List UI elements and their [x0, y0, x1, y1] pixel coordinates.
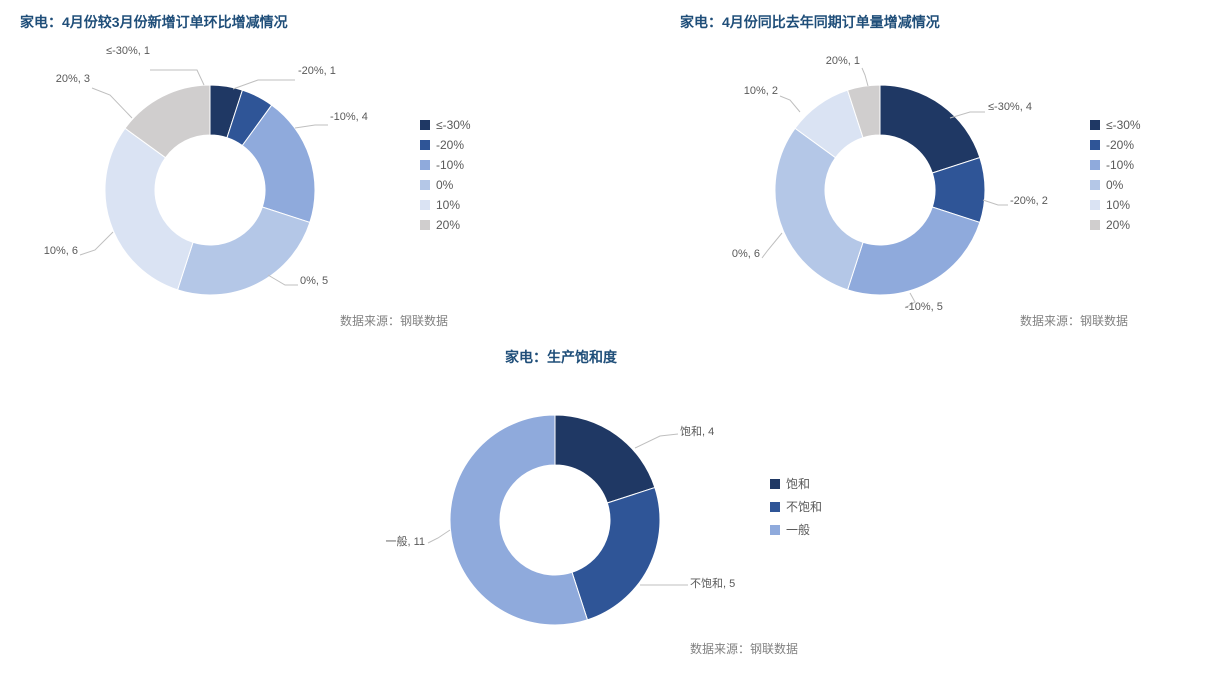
chart2-slice-label-0: ≤-30%, 4 [988, 101, 1032, 113]
chart1-source: 数据来源：钢联数据 [340, 312, 448, 329]
chart1-legend-swatch-1 [420, 140, 430, 150]
chart2-legend-label-5: 20% [1106, 218, 1130, 232]
chart1-legend-item-4: 10% [420, 198, 471, 212]
chart2-title: 家电：4月份同比去年同期订单量增减情况 [680, 12, 940, 32]
chart1-legend-label-3: 0% [436, 178, 453, 192]
chart1-title: 家电：4月份较3月份新增订单环比增减情况 [20, 12, 288, 32]
chart2-slice-0 [880, 85, 980, 173]
chart3-legend-swatch-1 [770, 502, 780, 512]
chart1-legend-label-4: 10% [436, 198, 460, 212]
chart1-leader-3 [268, 275, 298, 285]
chart2-legend-item-2: -10% [1090, 158, 1141, 172]
chart3-legend-swatch-0 [770, 479, 780, 489]
chart3-legend-label-2: 一般 [786, 521, 810, 538]
chart1-legend-item-1: -20% [420, 138, 471, 152]
chart2-slice-2 [848, 207, 980, 295]
chart3-leader-2 [428, 530, 450, 543]
chart1-slice-label-1: -20%, 1 [298, 65, 336, 77]
chart3-slice-0 [555, 415, 655, 503]
chart1-slice-label-2: -10%, 4 [330, 111, 368, 123]
chart1-legend-label-0: ≤-30% [436, 118, 471, 132]
chart1-slice-label-3: 0%, 5 [300, 275, 328, 287]
chart2-legend-label-1: -20% [1106, 138, 1134, 152]
chart2-legend-swatch-2 [1090, 160, 1100, 170]
chart2-slice-3 [775, 128, 863, 290]
chart2-legend-label-2: -10% [1106, 158, 1134, 172]
chart2-legend: ≤-30% -20% -10% 0% 10% 20% [1090, 118, 1141, 238]
chart3-leader-0 [635, 434, 678, 448]
chart1-leader-0 [150, 70, 204, 85]
chart1-legend-item-5: 20% [420, 218, 471, 232]
chart1-slice-4 [105, 128, 193, 290]
chart2-legend-item-5: 20% [1090, 218, 1141, 232]
chart1-legend-label-1: -20% [436, 138, 464, 152]
chart2-slice-label-3: 0%, 6 [732, 248, 760, 260]
chart1-slice-label-4: 10%, 6 [44, 245, 78, 257]
chart1-legend-swatch-3 [420, 180, 430, 190]
chart2-legend-label-3: 0% [1106, 178, 1123, 192]
chart2-leader-4 [780, 96, 800, 112]
chart1-legend-item-3: 0% [420, 178, 471, 192]
chart1-slice-label-0: ≤-30%, 1 [106, 45, 150, 57]
chart1-legend-label-5: 20% [436, 218, 460, 232]
chart2-legend-label-0: ≤-30% [1106, 118, 1141, 132]
chart3-legend-item-1: 不饱和 [770, 498, 822, 515]
chart1-legend-swatch-4 [420, 200, 430, 210]
chart1-legend-label-2: -10% [436, 158, 464, 172]
chart2-leader-5 [862, 68, 868, 86]
chart2-legend-swatch-4 [1090, 200, 1100, 210]
chart3-legend-label-1: 不饱和 [786, 498, 822, 515]
chart2-legend-item-0: ≤-30% [1090, 118, 1141, 132]
chart2-legend-item-4: 10% [1090, 198, 1141, 212]
chart2-legend-swatch-5 [1090, 220, 1100, 230]
chart3-source: 数据来源：钢联数据 [690, 640, 798, 657]
chart2-legend-item-3: 0% [1090, 178, 1141, 192]
chart3-legend-item-2: 一般 [770, 521, 822, 538]
chart2-legend-item-1: -20% [1090, 138, 1141, 152]
chart1-leader-5 [92, 88, 132, 118]
chart1-legend-swatch-2 [420, 160, 430, 170]
chart2-slice-label-4: 10%, 2 [744, 85, 778, 97]
chart1-leader-2 [295, 125, 328, 128]
chart2-legend-swatch-0 [1090, 120, 1100, 130]
chart1-legend-item-2: -10% [420, 158, 471, 172]
chart1-leader-1 [233, 80, 295, 89]
chart1-slice-3 [178, 207, 310, 295]
chart3-slice-label-1: 不饱和, 5 [690, 575, 735, 591]
chart1-legend-swatch-5 [420, 220, 430, 230]
chart3-title: 家电：生产饱和度 [505, 347, 617, 367]
chart3-legend-item-0: 饱和 [770, 475, 822, 492]
chart1-legend: ≤-30% -20% -10% 0% 10% 20% [420, 118, 471, 238]
chart3-legend-label-0: 饱和 [786, 475, 810, 492]
chart3-slice-label-0: 饱和, 4 [680, 423, 714, 439]
chart2-legend-swatch-1 [1090, 140, 1100, 150]
chart2-legend-swatch-3 [1090, 180, 1100, 190]
chart1-slice-label-5: 20%, 3 [56, 73, 90, 85]
chart3-slice-label-2: 一般, 11 [385, 533, 425, 549]
chart3-legend-swatch-2 [770, 525, 780, 535]
chart2-legend-label-4: 10% [1106, 198, 1130, 212]
chart2-slice-label-2: -10%, 5 [905, 301, 943, 313]
chart2-leader-3 [762, 233, 782, 258]
chart2-source: 数据来源：钢联数据 [1020, 312, 1128, 329]
chart2-leader-1 [983, 200, 1008, 205]
chart3-legend: 饱和不饱和一般 [770, 475, 822, 544]
chart2-slice-label-5: 20%, 1 [826, 55, 860, 67]
chart3-slice-1 [572, 488, 660, 620]
chart1-legend-item-0: ≤-30% [420, 118, 471, 132]
chart1-leader-4 [80, 232, 113, 255]
chart1-legend-swatch-0 [420, 120, 430, 130]
chart2-slice-label-1: -20%, 2 [1010, 195, 1048, 207]
